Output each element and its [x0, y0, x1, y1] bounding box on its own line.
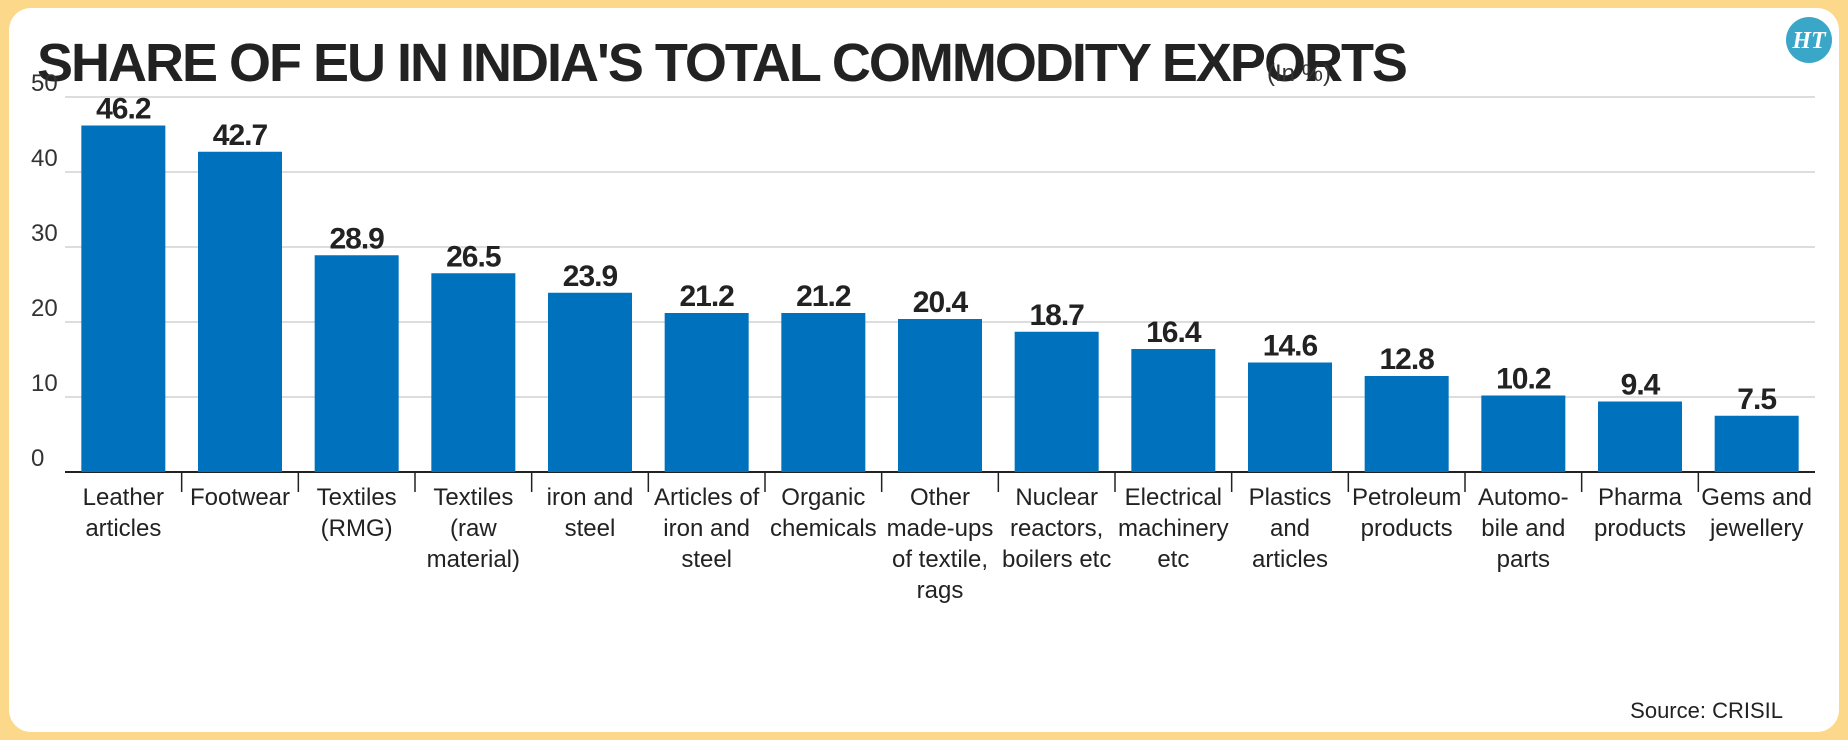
category-label: Leather articles — [83, 484, 164, 542]
bar — [81, 125, 166, 472]
bar — [1714, 415, 1799, 472]
category-label: Organic chemicals — [770, 484, 877, 542]
value-label: 23.9 — [563, 260, 618, 293]
source-note: Source: CRISIL — [1630, 698, 1783, 723]
value-label: 9.4 — [1621, 369, 1661, 402]
category-label: Footwear — [190, 484, 290, 511]
y-tick-label: 40 — [31, 145, 58, 172]
y-tick-label: 20 — [31, 295, 58, 322]
chart-title: SHARE OF EU IN INDIA'S TOTAL COMMODITY E… — [37, 33, 1408, 93]
bar — [198, 151, 282, 472]
value-label: 18.7 — [1029, 299, 1084, 332]
bar — [898, 319, 982, 472]
bar — [1481, 395, 1566, 472]
bar — [664, 313, 749, 472]
y-tick-label: 0 — [31, 445, 44, 472]
bar — [1364, 376, 1449, 472]
unit-label: (In %) — [1267, 60, 1332, 87]
logo-text: HT — [1791, 28, 1827, 54]
value-label: 28.9 — [329, 222, 384, 255]
category-label: Other made-ups of textile, rags — [887, 484, 994, 604]
value-label: 16.4 — [1146, 316, 1202, 349]
category-label: iron and steel — [547, 484, 634, 542]
category-label: Textiles (raw material) — [427, 484, 520, 573]
category-label: Pharma products — [1594, 484, 1686, 542]
category-label: Petroleum products — [1352, 484, 1461, 542]
value-label: 42.7 — [213, 119, 268, 152]
value-label: 14.6 — [1263, 330, 1318, 363]
ht-logo: HT — [1785, 16, 1833, 64]
value-label: 26.5 — [446, 240, 501, 273]
value-label: 21.2 — [796, 280, 851, 313]
y-tick-label: 30 — [31, 220, 58, 247]
bar-chart: 0 10 20 30 40 50 46.2 Leather articles 42.7 Footwe… — [31, 70, 1815, 604]
bar — [314, 255, 399, 472]
category-label: Plastics and articles — [1249, 484, 1332, 573]
value-label: 7.5 — [1737, 383, 1776, 416]
category-label: Electrical machinery etc — [1118, 484, 1229, 573]
bar — [1248, 362, 1332, 472]
bar — [1598, 401, 1682, 472]
category-label: Automo-bile and parts — [1478, 484, 1569, 573]
bar — [431, 273, 516, 472]
bar — [1014, 331, 1099, 472]
value-label: 10.2 — [1496, 363, 1551, 396]
value-label: 46.2 — [96, 93, 151, 126]
bar — [1131, 349, 1216, 472]
bar — [781, 313, 866, 472]
chart-card: SHARE OF EU IN INDIA'S TOTAL COMMODITY E… — [9, 8, 1839, 732]
category-label: Textiles (RMG) — [317, 484, 397, 542]
value-label: 21.2 — [679, 280, 734, 313]
bar — [548, 292, 632, 472]
y-tick-label: 10 — [31, 370, 58, 397]
y-tick-label: 50 — [31, 70, 58, 97]
category-label: Nuclear reactors, boilers etc — [1002, 484, 1111, 573]
category-label: Gems and jewellery — [1701, 484, 1812, 542]
value-label: 20.4 — [913, 286, 969, 319]
category-label: Articles of iron and steel — [654, 484, 760, 573]
value-label: 12.8 — [1379, 343, 1434, 376]
